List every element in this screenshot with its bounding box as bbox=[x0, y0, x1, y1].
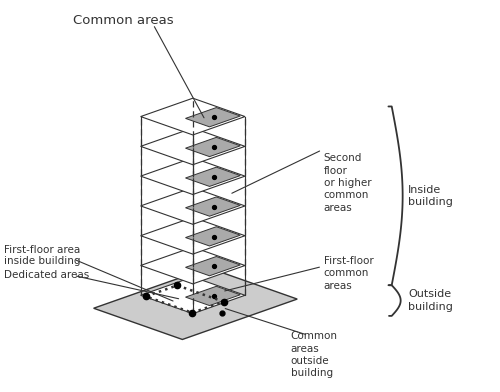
Polygon shape bbox=[186, 137, 240, 157]
Polygon shape bbox=[140, 277, 245, 314]
Text: Common
areas
outside
building: Common areas outside building bbox=[291, 331, 338, 378]
Text: First-floor
common
areas: First-floor common areas bbox=[324, 256, 374, 291]
Text: Second
floor
or higher
common
areas: Second floor or higher common areas bbox=[324, 153, 371, 213]
Text: Common areas: Common areas bbox=[74, 14, 174, 27]
Polygon shape bbox=[186, 286, 240, 306]
Polygon shape bbox=[140, 98, 245, 135]
Polygon shape bbox=[186, 107, 240, 127]
Polygon shape bbox=[186, 167, 240, 187]
Polygon shape bbox=[140, 158, 245, 194]
Polygon shape bbox=[140, 187, 245, 224]
Text: Inside
building: Inside building bbox=[408, 185, 453, 207]
Polygon shape bbox=[186, 227, 240, 246]
Text: Outside
building: Outside building bbox=[408, 289, 453, 312]
Polygon shape bbox=[140, 217, 245, 254]
Polygon shape bbox=[140, 128, 245, 165]
Polygon shape bbox=[186, 256, 240, 276]
Polygon shape bbox=[94, 268, 297, 339]
Text: Dedicated areas: Dedicated areas bbox=[4, 270, 89, 280]
Polygon shape bbox=[186, 197, 240, 216]
Text: First-floor area
inside building: First-floor area inside building bbox=[4, 245, 80, 267]
Polygon shape bbox=[140, 247, 245, 284]
